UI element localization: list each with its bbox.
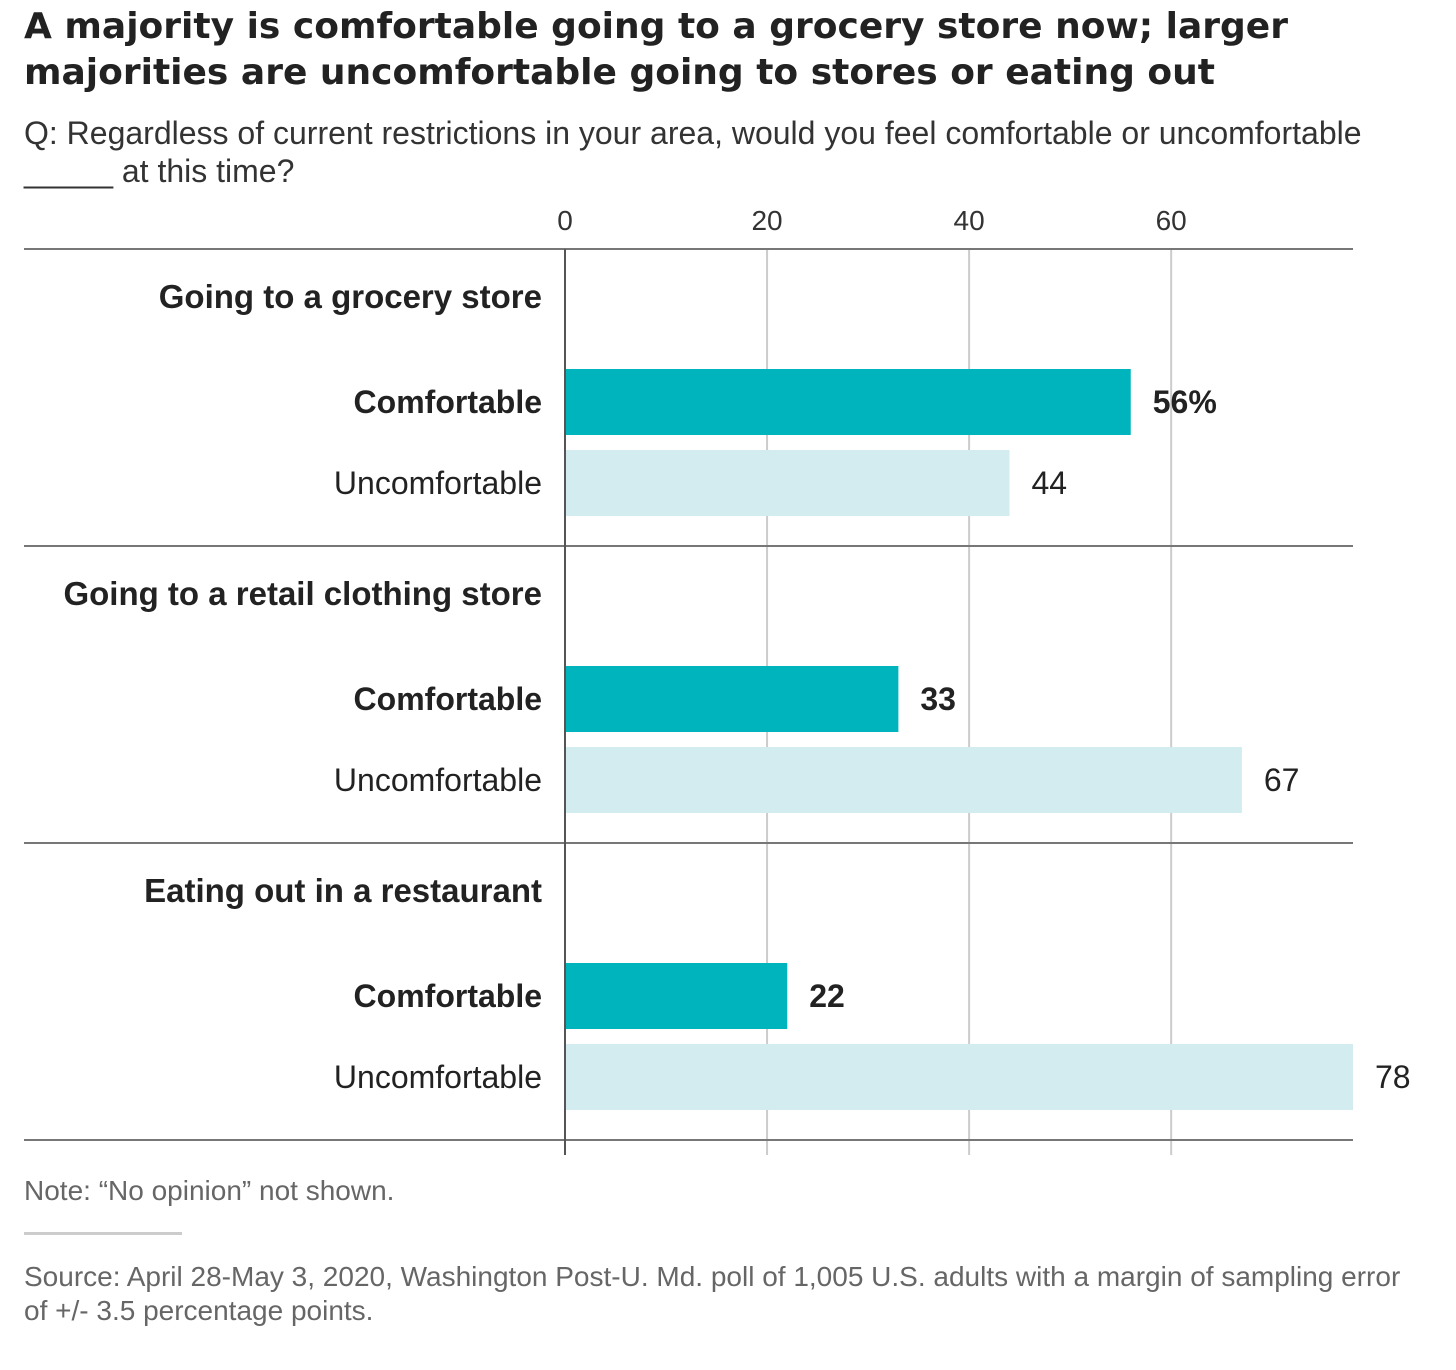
- bar-comfortable: [565, 369, 1131, 435]
- bar-value-label: 78: [1375, 1059, 1411, 1095]
- chart-note: Note: “No opinion” not shown.: [24, 1175, 395, 1206]
- bar-value-label: 33: [920, 681, 956, 717]
- footer-divider: [24, 1232, 182, 1235]
- bar-category-label: Comfortable: [354, 978, 542, 1014]
- group-label: Eating out in a restaurant: [144, 872, 542, 909]
- bar-uncomfortable: [565, 450, 1010, 516]
- bar-category-label: Comfortable: [354, 681, 542, 717]
- bar-value-label: 44: [1032, 465, 1068, 501]
- x-tick-label: 0: [557, 205, 573, 236]
- x-tick-label: 60: [1156, 205, 1187, 236]
- chart-title: A majority is comfortable going to a gro…: [24, 6, 1288, 93]
- bar-uncomfortable: [565, 747, 1242, 813]
- bar-category-label: Comfortable: [354, 384, 542, 420]
- group-label: Going to a grocery store: [159, 278, 542, 315]
- group-label: Going to a retail clothing store: [63, 575, 542, 612]
- bar-value-label: 56%: [1153, 384, 1217, 420]
- bar-comfortable: [565, 963, 788, 1029]
- bar-category-label: Uncomfortable: [334, 762, 542, 798]
- x-tick-label: 20: [751, 205, 782, 236]
- chart-subtitle: Q: Regardless of current restrictions in…: [24, 115, 1362, 189]
- x-tick-label: 40: [954, 205, 985, 236]
- bar-comfortable: [565, 666, 899, 732]
- bar-value-label: 22: [809, 978, 845, 1014]
- bar-category-label: Uncomfortable: [334, 465, 542, 501]
- chart-source: Source: April 28-May 3, 2020, Washington…: [24, 1261, 1401, 1326]
- bar-value-label: 67: [1264, 762, 1300, 798]
- bar-uncomfortable: [565, 1044, 1353, 1110]
- bar-category-label: Uncomfortable: [334, 1059, 542, 1095]
- bar-chart: 0 20 40 60 Going to a grocery store Comfortab…: [24, 205, 1411, 1155]
